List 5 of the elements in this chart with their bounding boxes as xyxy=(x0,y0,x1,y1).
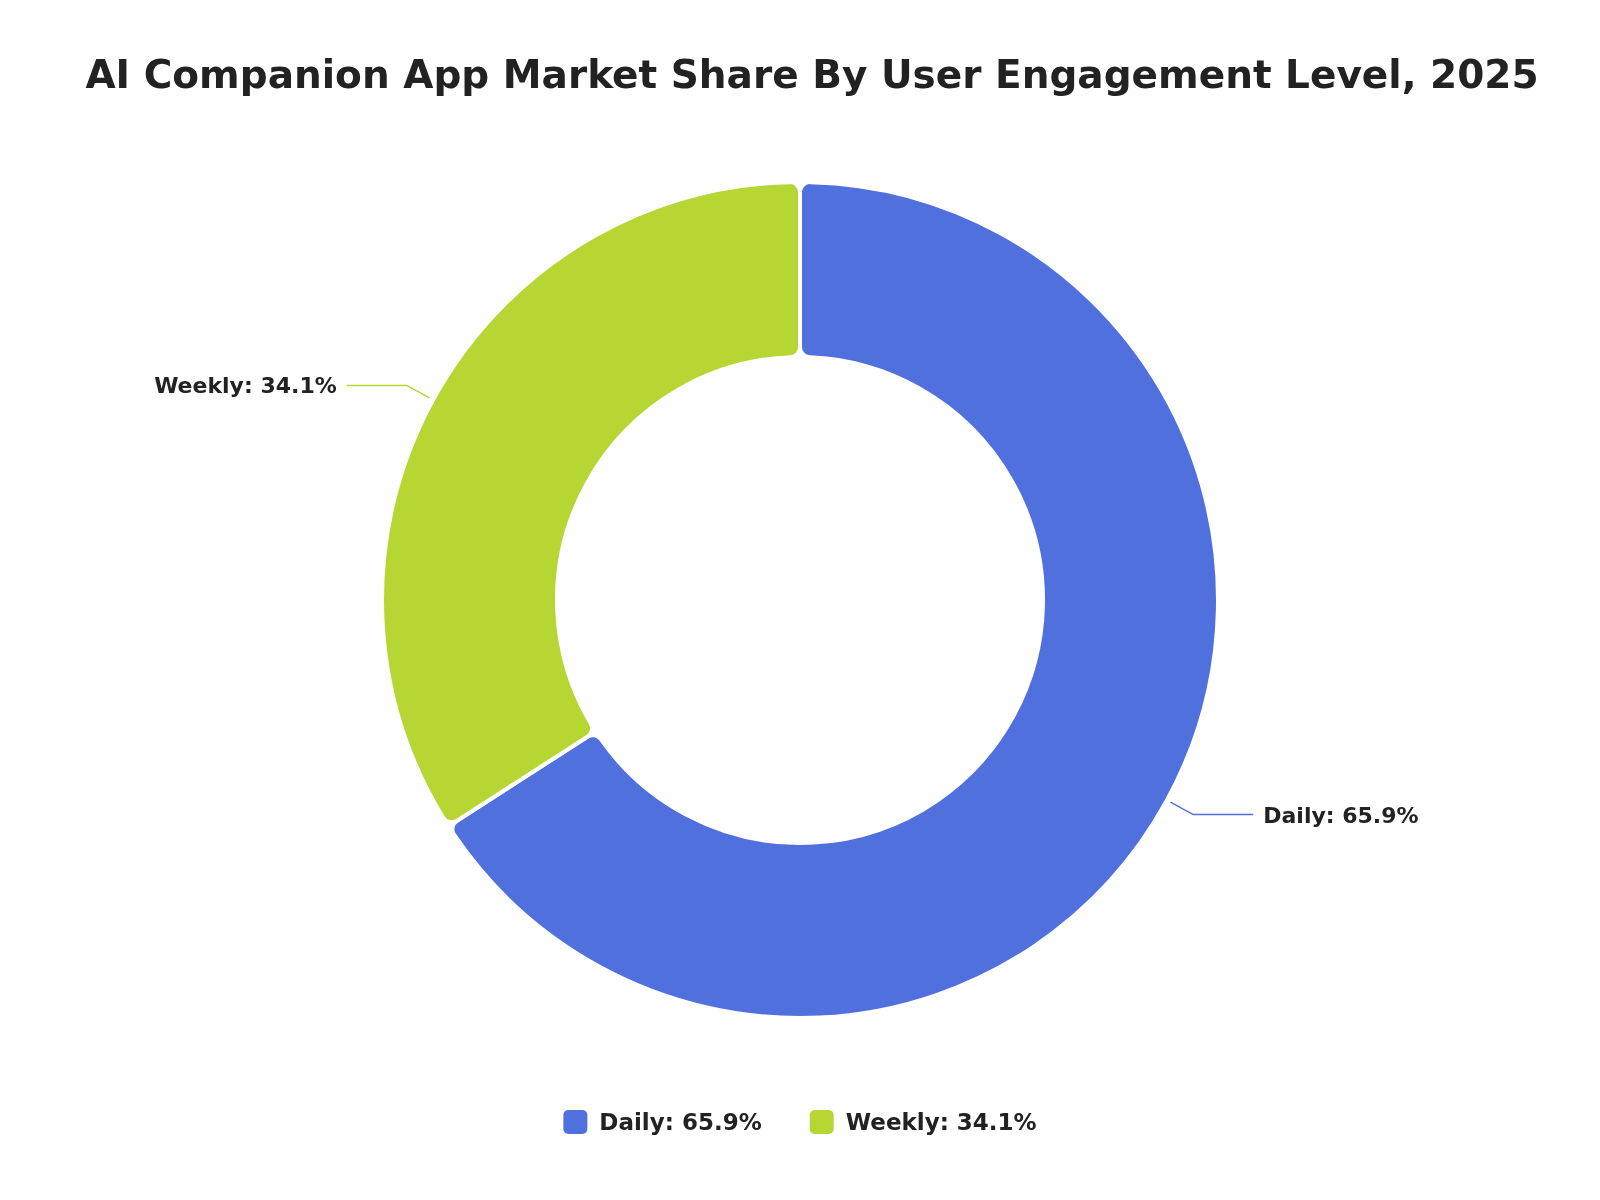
slice-label: Daily: 65.9% xyxy=(1263,802,1419,828)
slice-label: Weekly: 34.1% xyxy=(154,373,337,399)
legend-label: Weekly: 34.1% xyxy=(845,1109,1037,1135)
chart-title: AI Companion App Market Share By User Engagement Level, 2025 xyxy=(85,52,1539,97)
legend-label: Daily: 65.9% xyxy=(599,1109,762,1135)
